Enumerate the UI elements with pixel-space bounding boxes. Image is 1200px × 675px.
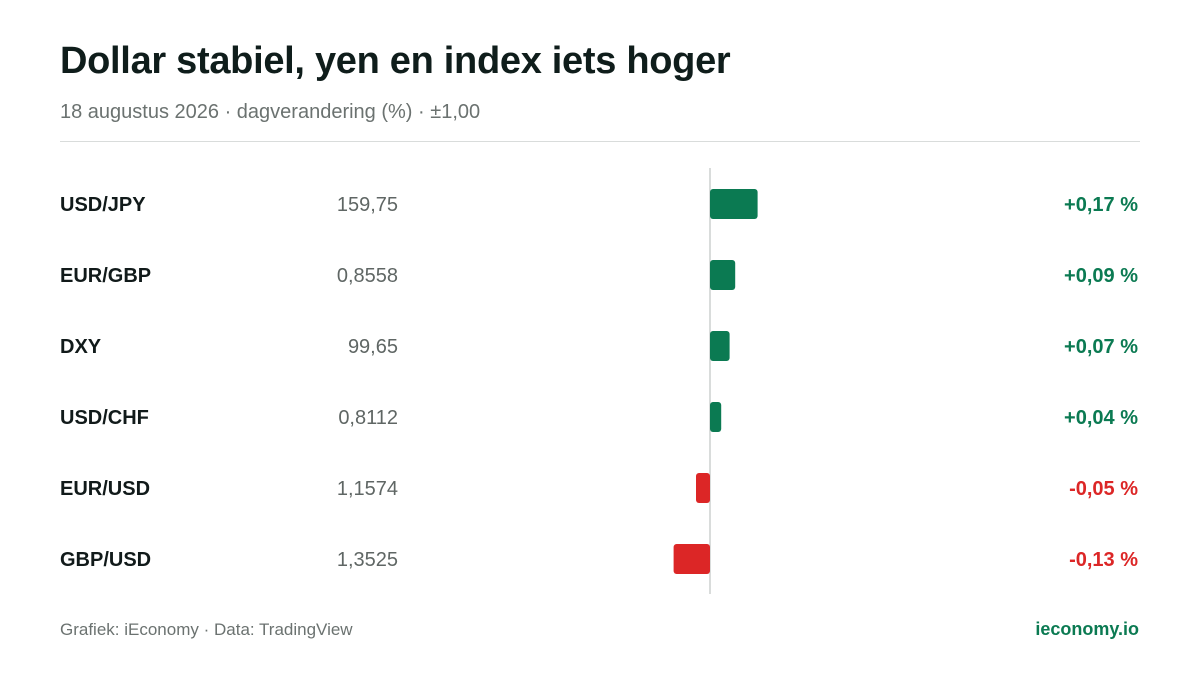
row-price-1: 0,8558 [337, 265, 398, 287]
row-change-1: +0,09 % [1064, 265, 1138, 287]
row-change-2: +0,07 % [1064, 336, 1138, 358]
bar-3 [710, 402, 722, 432]
row-label-5: GBP/USD [60, 549, 151, 571]
bar-2 [710, 331, 730, 361]
row-label-4: EUR/USD [60, 478, 150, 500]
bar-0 [710, 189, 758, 219]
row-change-4: -0,05 % [1069, 478, 1138, 500]
source-credit: Grafiek: iEconomy · Data: TradingView [60, 620, 353, 639]
row-label-3: USD/CHF [60, 407, 149, 429]
chart-title: Dollar stabiel, yen en index iets hoger [60, 40, 731, 82]
row-change-0: +0,17 % [1064, 194, 1138, 216]
row-change-3: +0,04 % [1064, 407, 1138, 429]
row-price-0: 159,75 [337, 194, 398, 216]
bar-4 [696, 473, 710, 503]
bar-5 [673, 544, 710, 574]
row-change-5: -0,13 % [1069, 549, 1138, 571]
chart-subtitle: 18 augustus 2026 · dagverandering (%) · … [60, 101, 481, 123]
row-label-2: DXY [60, 336, 102, 358]
row-price-3: 0,8112 [338, 407, 398, 429]
row-price-2: 99,65 [348, 336, 398, 358]
bar-1 [710, 260, 736, 290]
header-divider [60, 141, 1140, 142]
brand-link[interactable]: ieconomy.io [1035, 619, 1139, 639]
row-price-5: 1,3525 [337, 549, 398, 571]
row-price-4: 1,1574 [337, 478, 398, 500]
row-label-0: USD/JPY [60, 194, 146, 216]
row-label-1: EUR/GBP [60, 265, 151, 287]
